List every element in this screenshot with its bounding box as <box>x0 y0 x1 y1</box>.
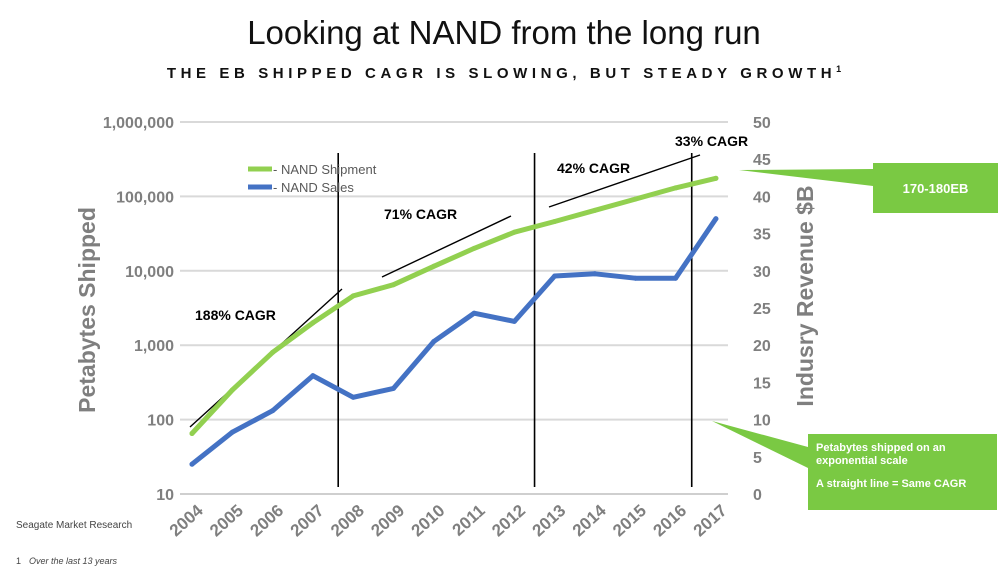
callout-pointer-bottom <box>712 421 808 468</box>
y2-tick-label: 35 <box>753 227 771 244</box>
point-shipment <box>229 387 235 393</box>
y-tick-label: 10,000 <box>125 264 174 281</box>
legend-label-shipment: - NAND Shipment <box>273 162 377 177</box>
point-sales <box>431 338 437 344</box>
point-shipment <box>713 175 719 181</box>
point-sales <box>632 275 638 281</box>
cagr-trend-line <box>381 215 512 278</box>
y-axis-title: Petabytes Shipped <box>74 207 100 413</box>
axis-layer: 10 100 1,000 10,000 100,000 1,000,000 0 5 10 15 20… <box>103 115 771 540</box>
y2-axis-title: Indusry Revenue $B <box>792 185 818 406</box>
x-tick-label: 2007 <box>287 501 328 540</box>
x-tick-label: 2017 <box>690 501 731 540</box>
point-shipment <box>632 196 638 202</box>
callout-pointer-top <box>739 169 873 186</box>
y-tick-label: 1,000 <box>134 338 174 355</box>
point-sales <box>310 373 316 379</box>
point-sales <box>189 461 195 467</box>
footnote-number: 1 <box>16 556 22 566</box>
callout-exponential-scale: Petabytes shipped on an exponential scal… <box>808 434 997 510</box>
point-sales <box>229 429 235 435</box>
point-sales <box>713 216 719 222</box>
point-sales <box>350 394 356 400</box>
y2-tick-label: 45 <box>753 152 771 169</box>
y2-tick-label: 15 <box>753 375 771 392</box>
chart-subtitle: THE EB SHIPPED CAGR IS SLOWING, BUT STEA… <box>0 64 1008 82</box>
y2-tick-label: 0 <box>753 487 762 504</box>
x-tick-label: 2009 <box>367 501 408 540</box>
y2-tick-label: 20 <box>753 338 771 355</box>
x-tick-label: 2011 <box>449 501 489 540</box>
footnote: 1 Over the last 13 years <box>16 556 117 566</box>
point-sales <box>592 271 598 277</box>
series-layer <box>189 175 719 467</box>
x-tick-label: 2006 <box>246 501 287 540</box>
point-shipment <box>552 218 558 224</box>
x-tick-label: 2004 <box>166 500 207 540</box>
y2-tick-label: 10 <box>753 413 771 430</box>
y2-tick-label: 30 <box>753 264 771 281</box>
x-tick-label: 2014 <box>569 500 610 540</box>
point-sales <box>471 310 477 316</box>
y-tick-label: 100,000 <box>116 189 174 206</box>
y2-tick-label: 5 <box>753 450 762 467</box>
point-shipment <box>391 282 396 288</box>
point-shipment <box>431 263 437 269</box>
annotation-33-cagr: 33% CAGR <box>675 133 748 149</box>
point-shipment <box>310 320 316 326</box>
y-tick-label: 100 <box>147 413 174 430</box>
legend: - NAND Shipment - NAND Sales <box>248 162 377 195</box>
x-tick-label: 2015 <box>609 501 650 540</box>
x-tick-label: 2005 <box>206 501 247 540</box>
source-note: Seagate Market Research <box>16 520 133 531</box>
chart-title: Looking at NAND from the long run <box>247 14 761 51</box>
subtitle-text: THE EB SHIPPED CAGR IS SLOWING, BUT STEA… <box>166 65 837 82</box>
legend-label-sales: - NAND Sales <box>273 180 354 195</box>
y2-tick-label: 25 <box>753 301 771 318</box>
point-sales <box>391 385 396 391</box>
point-shipment <box>350 293 356 299</box>
cagr-trend-line <box>548 154 701 208</box>
callout-line-1: Petabytes shipped on an exponential scal… <box>816 442 946 467</box>
x-tick-label: 2012 <box>488 501 529 540</box>
callout-line-2: A straight line = Same CAGR <box>816 478 967 490</box>
point-shipment <box>471 245 477 251</box>
x-tick-label: 2013 <box>529 501 570 540</box>
point-shipment <box>270 349 276 355</box>
y2-tick-label: 50 <box>753 115 771 132</box>
series-line-shipment <box>189 175 719 436</box>
x-tick-label: 2016 <box>649 501 690 540</box>
point-sales <box>552 273 558 279</box>
point-shipment <box>189 431 195 437</box>
y2-tick-label: 40 <box>753 189 771 206</box>
point-shipment <box>592 207 598 213</box>
series-line-sales <box>189 216 719 467</box>
callout-pointers <box>712 169 873 468</box>
y-tick-label: 1,000,000 <box>103 115 174 132</box>
point-shipment <box>511 229 517 235</box>
footnote-text: Over the last 13 years <box>29 556 118 566</box>
annotation-42-cagr: 42% CAGR <box>557 160 630 176</box>
subtitle-footnote-marker: 1 <box>836 64 842 74</box>
point-sales <box>511 318 517 324</box>
x-tick-label: 2008 <box>327 501 368 540</box>
point-sales <box>673 275 679 281</box>
point-sales <box>270 408 276 414</box>
callout-total-eb: 170-180EB <box>873 163 998 213</box>
annotation-188-cagr: 188% CAGR <box>195 307 276 323</box>
x-tick-label: 2010 <box>408 501 449 540</box>
y-tick-label: 10 <box>156 487 174 504</box>
divider-layer <box>337 153 693 487</box>
point-shipment <box>673 185 679 191</box>
annotation-71-cagr: 71% CAGR <box>384 206 457 222</box>
